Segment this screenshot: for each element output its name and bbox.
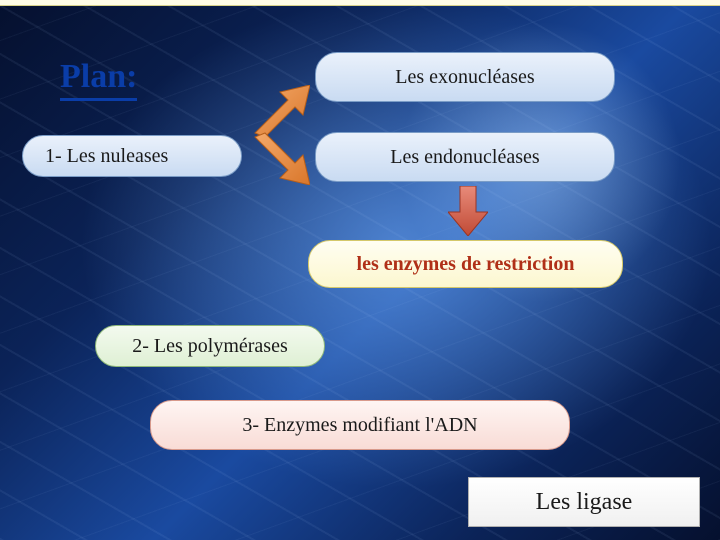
- box-restriction-label: les enzymes de restriction: [357, 253, 575, 276]
- top-bar: [0, 0, 720, 6]
- box-ligase: Les ligase: [468, 477, 700, 527]
- box-nucleases-label: 1- Les nuleases: [45, 145, 168, 168]
- box-restriction-enzymes: les enzymes de restriction: [308, 240, 623, 288]
- box-polymerases-label: 2- Les polymérases: [132, 335, 288, 358]
- box-nucleases: 1- Les nuleases: [22, 135, 242, 177]
- box-exonucleases: Les exonucléases: [315, 52, 615, 102]
- box-polymerases: 2- Les polymérases: [95, 325, 325, 367]
- box-endonucleases: Les endonucléases: [315, 132, 615, 182]
- down-arrow-icon: [448, 186, 488, 236]
- box-modifying-label: 3- Enzymes modifiant l'ADN: [242, 414, 477, 437]
- box-endonucleases-label: Les endonucléases: [390, 146, 539, 169]
- box-exonucleases-label: Les exonucléases: [395, 66, 534, 89]
- plan-heading: Plan:: [60, 58, 137, 101]
- split-arrow-icon: [250, 85, 310, 185]
- box-modifying-enzymes: 3- Enzymes modifiant l'ADN: [150, 400, 570, 450]
- box-ligase-label: Les ligase: [536, 489, 633, 516]
